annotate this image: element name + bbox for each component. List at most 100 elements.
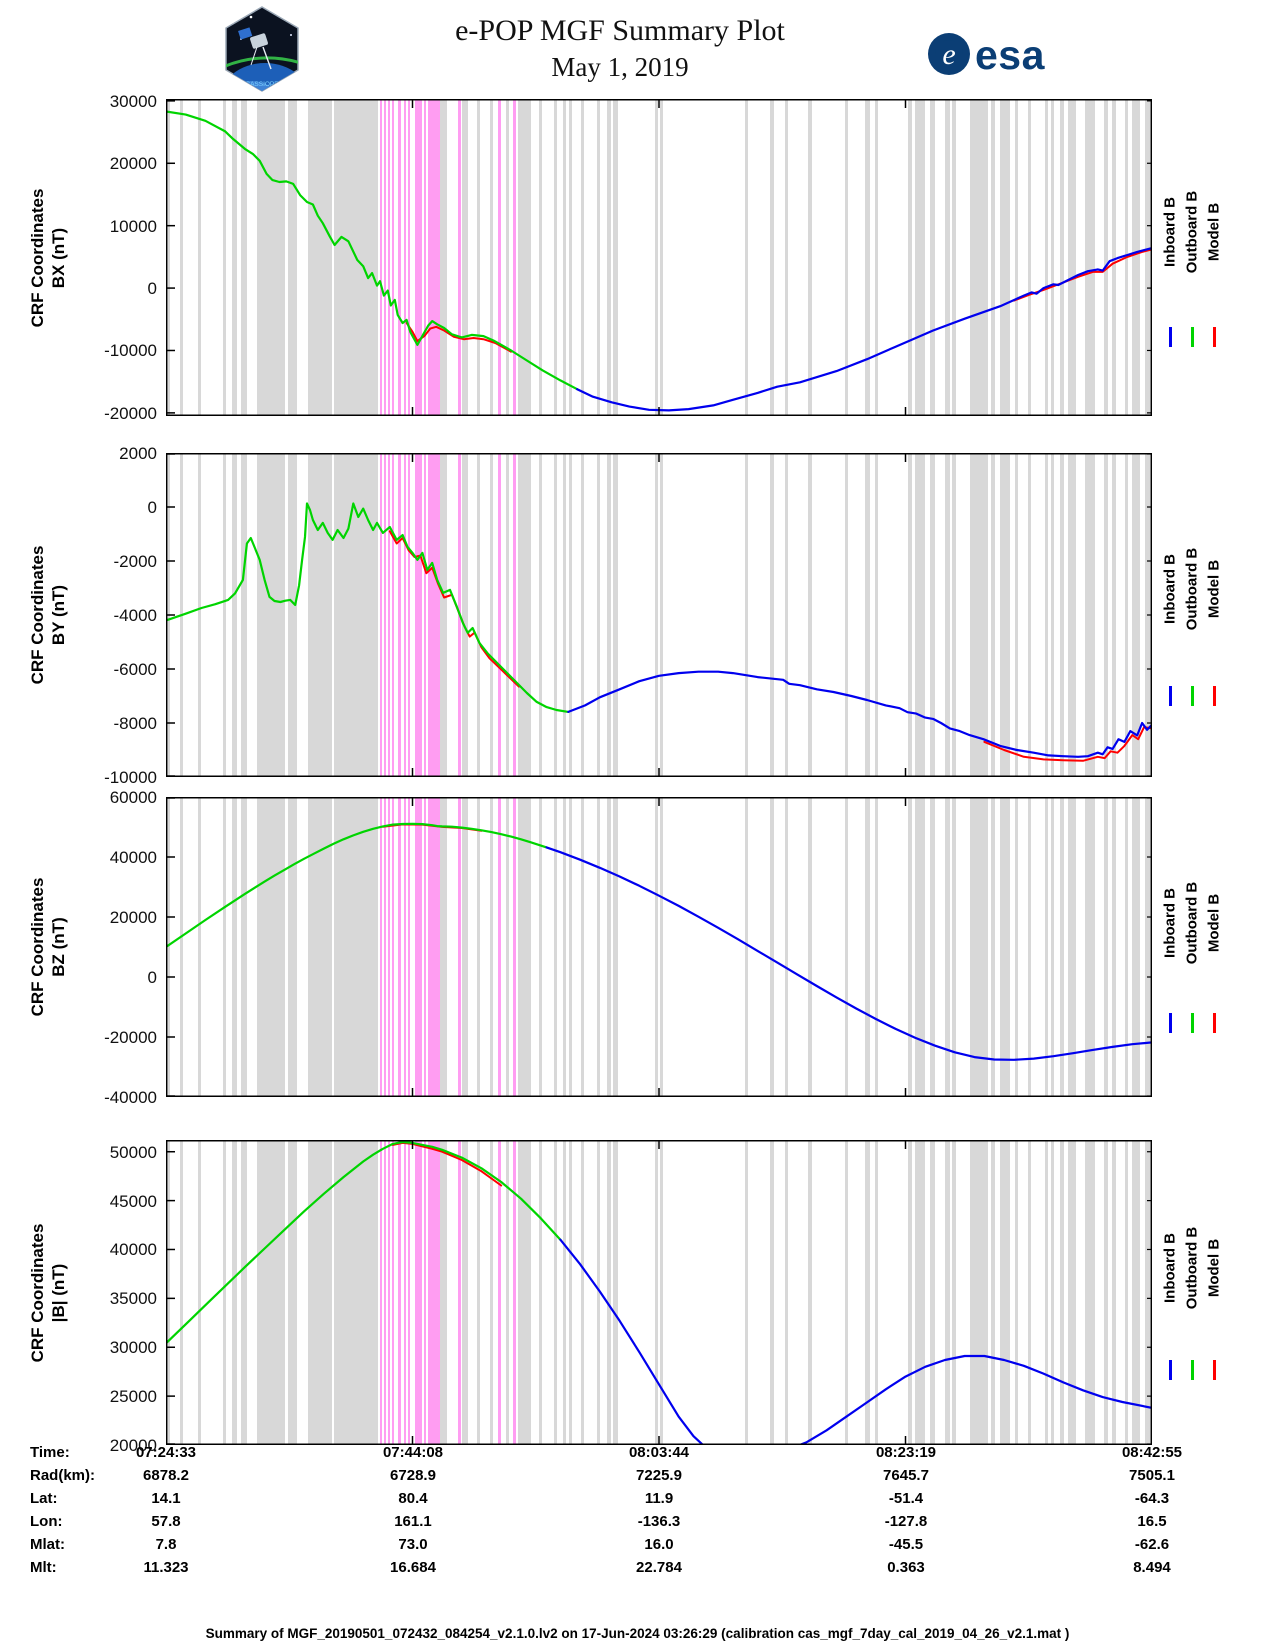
- series-model-b: [405, 322, 513, 353]
- magenta-flag-band: [404, 1140, 406, 1445]
- magenta-flag-band: [384, 99, 386, 416]
- table-cell: 6878.2: [143, 1467, 189, 1484]
- magenta-flag-band: [458, 797, 462, 1097]
- series-model-b: [983, 726, 1152, 762]
- gray-flag-band: [970, 99, 988, 416]
- gray-flag-band: [930, 1140, 935, 1445]
- esa-logo-icon: e esa: [928, 32, 1045, 78]
- gray-flag-band: [308, 797, 332, 1097]
- gray-flag-band: [597, 1140, 600, 1445]
- magenta-flag-band: [513, 453, 516, 777]
- legend-swatch-outboard: [1191, 327, 1194, 347]
- series-outboard-b: [166, 1140, 562, 1345]
- gray-flag-band: [308, 453, 332, 777]
- magenta-flag-band: [513, 1140, 516, 1445]
- table-cell: 08:03:44: [628, 1444, 690, 1461]
- legend-label-inboard-b: Inboard B: [1161, 554, 1179, 625]
- gray-flag-band: [1014, 1140, 1018, 1445]
- gray-flag-band: [241, 1140, 247, 1445]
- gray-flag-band: [554, 797, 557, 1097]
- magenta-flag-band: [458, 1140, 462, 1445]
- gray-flag-band: [518, 99, 531, 416]
- table-row-label-radkm: Rad(km):: [30, 1467, 96, 1484]
- magenta-flag-band: [424, 797, 426, 1097]
- magenta-flag-band: [513, 99, 516, 416]
- gray-flag-band: [308, 99, 332, 416]
- magenta-flag-band: [398, 99, 401, 416]
- gray-flag-band: [554, 453, 557, 777]
- magenta-flag-band: [398, 453, 401, 777]
- gray-flag-band: [288, 797, 297, 1097]
- gray-flag-band: [655, 99, 658, 416]
- gray-flag-band: [655, 453, 658, 777]
- series-outboard-b: [166, 110, 579, 391]
- magenta-flag-band: [404, 99, 406, 416]
- gray-flag-band: [597, 99, 600, 416]
- gray-flag-band: [462, 1140, 468, 1445]
- gray-flag-band: [1112, 797, 1116, 1097]
- gray-flag-band: [1050, 99, 1054, 416]
- table-cell: 08:23:19: [875, 1444, 937, 1461]
- axis-label-line1: CRF Coordinates: [28, 188, 47, 327]
- gray-flag-band: [554, 99, 557, 416]
- gray-flag-band: [845, 99, 848, 416]
- gray-flag-band: [462, 99, 468, 416]
- gray-flag-band: [506, 1140, 509, 1445]
- table-cell: -45.5: [888, 1536, 924, 1553]
- gray-flag-band: [1044, 453, 1048, 777]
- gray-flag-band: [944, 99, 950, 416]
- table-cell: -64.3: [1134, 1490, 1170, 1507]
- gray-flag-band: [915, 99, 925, 416]
- gray-flag-band: [569, 797, 572, 1097]
- gray-flag-band: [477, 99, 480, 416]
- gray-flag-band: [951, 99, 956, 416]
- gray-flag-band: [554, 1140, 557, 1445]
- gray-flag-band: [506, 797, 509, 1097]
- gray-flag-band: [581, 453, 584, 777]
- gray-flag-band: [597, 453, 600, 777]
- gray-flag-band: [563, 1140, 566, 1445]
- gray-flag-band: [539, 453, 542, 777]
- gray-flag-band: [951, 1140, 956, 1445]
- gray-flag-band: [1132, 99, 1140, 416]
- table-cell: 08:42:55: [1121, 1444, 1183, 1461]
- legend-label-inboard-b: Inboard B: [1161, 197, 1179, 268]
- gray-flag-band: [1145, 797, 1150, 1097]
- gray-flag-band: [1000, 453, 1010, 777]
- magenta-flag-band: [388, 453, 390, 777]
- gray-flag-band: [1000, 797, 1010, 1097]
- magenta-flag-band: [404, 453, 406, 777]
- table-cell: -136.3: [637, 1513, 681, 1530]
- gray-flag-band: [1044, 1140, 1048, 1445]
- gray-flag-band: [232, 99, 237, 416]
- panel-bx-plot: [166, 99, 1152, 416]
- magenta-flag-band: [498, 1140, 501, 1445]
- table-row-label-lat: Lat:: [30, 1490, 58, 1507]
- gray-flag-band: [563, 797, 566, 1097]
- magenta-flag-band: [428, 99, 440, 416]
- gray-flag-band: [1112, 1140, 1116, 1445]
- gray-flag-band: [1000, 1140, 1010, 1445]
- magenta-flag-band: [408, 1140, 410, 1445]
- table-cell: 16.684: [390, 1559, 436, 1576]
- gray-flag-band: [1059, 453, 1064, 777]
- magenta-flag-band: [392, 99, 394, 416]
- legend-label-outboard-b: Outboard B: [1183, 1226, 1201, 1310]
- table-row-label-time: Time:: [30, 1444, 70, 1461]
- gray-flag-band: [875, 1140, 878, 1445]
- gray-flag-band: [232, 453, 237, 777]
- gray-flag-band: [232, 797, 237, 1097]
- gray-flag-band: [490, 797, 493, 1097]
- gray-flag-band: [970, 453, 988, 777]
- gray-flag-band: [808, 453, 812, 777]
- gray-flag-band: [1132, 797, 1140, 1097]
- magenta-flag-band: [424, 99, 426, 416]
- gray-flag-band: [613, 1140, 618, 1445]
- gray-flag-band: [660, 797, 663, 1097]
- panel-btotal-axis-label: CRF Coordinates |B| (nT): [27, 1223, 69, 1362]
- panel-by-ytick-label: 0: [147, 498, 157, 517]
- panel-btotal-ytick-label: 35000: [109, 1289, 157, 1308]
- gray-flag-band: [506, 99, 509, 416]
- gray-flag-band: [334, 797, 378, 1097]
- axis-label-line2: BY (nT): [49, 584, 68, 646]
